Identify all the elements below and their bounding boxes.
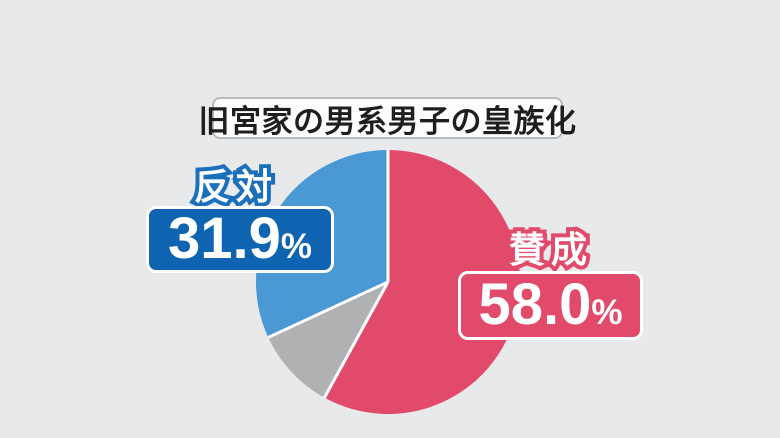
chart-title: 旧宮家の男系男子の皇族化 [199,97,576,139]
slice-separator [323,281,390,399]
pie-slice-1 [268,282,388,398]
oppose-value-box: 31.9% [146,206,334,273]
chart-title-text: 旧宮家の男系男子の皇族化 [198,103,577,139]
oppose-label-text: 反対 [193,166,278,207]
agree-label-outline: 賛成 [505,225,593,274]
oppose-label: 反対 反対 [160,158,312,211]
agree-percent-sign: % [591,293,623,332]
agree-value-box: 58.0% [458,271,643,340]
agree-value: 58.0 [478,272,592,337]
agree-label-text: 賛成 [508,229,593,270]
slice-separator [267,280,389,339]
oppose-value: 31.9 [167,206,281,271]
pie-slice-0 [324,150,521,414]
agree-label: 賛成 賛成 [475,221,627,274]
oppose-label-outline: 反対 [190,162,278,211]
oppose-percent-sign: % [280,227,312,266]
